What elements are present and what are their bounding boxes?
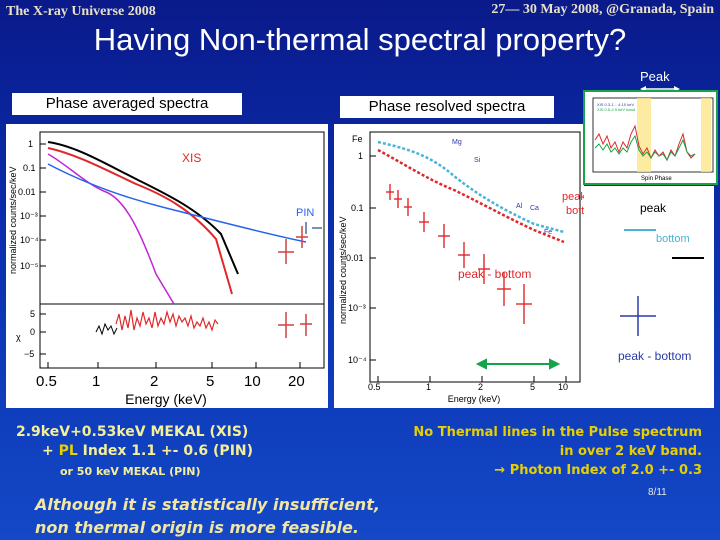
legend-peak: peak (562, 191, 584, 203)
conclusion: Although it is statistically insufficien… (35, 493, 380, 539)
left-note-index: Index 1.1 +- 0.6 (PIN) (77, 443, 254, 459)
x-tick-20: 20 (288, 373, 305, 390)
residual-red (115, 309, 219, 332)
conference-name: The X-ray Universe 2008 (6, 4, 156, 19)
residual-black (95, 322, 118, 336)
line-label-ca: Ca (530, 205, 539, 212)
x-tick-5: 5 (206, 373, 214, 390)
resid-tick-5: 5 (30, 309, 35, 319)
line-label-mg: Mg (452, 139, 462, 146)
r-y-tick-0.01: 0.01 (346, 253, 364, 263)
phase-averaged-chart: 1 0.1 0.01 10⁻³ 10⁻⁴ 10⁻⁵ 5 0 −5 0.5 1 2… (8, 131, 325, 407)
y-axis-label: normalized counts/sec/keV (8, 166, 18, 274)
x-tick-0.5: 0.5 (36, 373, 57, 390)
ext-bottom-label: bottom (656, 233, 690, 245)
line-label-al: Al (516, 203, 523, 210)
left-note-prefix: + (42, 443, 59, 459)
xis-red-spectrum (47, 147, 233, 295)
pulse-profile-chart: XIS 0.3-1... 4-10 keV XIS 0.5-4 5 keV ba… (592, 97, 714, 182)
r-x-tick-10: 10 (558, 382, 568, 392)
r-y-tick-1: 1 (358, 151, 363, 161)
inset-x-label: Spin Phase (641, 176, 672, 182)
x-tick-2: 2 (150, 373, 158, 390)
slide-title: Having Non-thermal spectral property? (93, 22, 627, 57)
r-x-tick-0.5: 0.5 (368, 382, 381, 392)
phase-resolved-extension: peak bottom peak - bottom (584, 186, 714, 408)
pin-label: PIN (296, 207, 314, 219)
left-note-pl: PL (58, 443, 78, 459)
resid-tick-0: 0 (30, 327, 35, 337)
pulse-profile-inset: XIS 0.3-1... 4-10 keV XIS 0.5-4 5 keV ba… (583, 90, 718, 185)
extension-chart: peak bottom peak - bottom (618, 201, 704, 363)
y-tick-1: 1 (28, 139, 33, 149)
y-tick-1e-4: 10⁻⁴ (20, 235, 39, 245)
r-y-tick-1e-3: 10⁻³ (348, 303, 366, 313)
left-note-line1: 2.9keV+0.53keV MEKAL (XIS) (16, 424, 249, 440)
line-label-si: Si (474, 157, 481, 164)
r-x-tick-5: 5 (530, 382, 535, 392)
phase-resolved-plot: 1 0.1 0.01 10⁻³ 10⁻⁴ 0.5 1 2 5 10 Energy… (334, 124, 584, 408)
mekal-model (47, 153, 175, 305)
resid-tick-neg5: −5 (24, 349, 34, 359)
peak-spectrum (377, 148, 565, 244)
y-tick-1e-5: 10⁻⁵ (20, 261, 39, 271)
r-y-tick-1e-4: 10⁻⁴ (348, 355, 367, 365)
conclusion-line2: non thermal origin is more feasible. (35, 518, 359, 537)
xis-label: XIS (182, 151, 201, 165)
left-note-line3: or 50 keV MEKAL (PIN) (60, 465, 201, 478)
r-y-tick-0.1: 0.1 (351, 203, 364, 213)
peak-tag: Peak (640, 69, 670, 84)
inset-legend-2: XIS 0.5-4 5 keV band (597, 107, 635, 112)
page-number: 8/11 (648, 487, 667, 498)
left-note-line2: + PL Index 1.1 +- 0.6 (PIN) (42, 443, 253, 460)
legend-bottom: bottom (566, 205, 584, 217)
r-y-axis-label: normalized counts/sec/keV (338, 216, 348, 324)
right-note-line1: No Thermal lines in the Pulse spectrum (413, 425, 702, 440)
y-tick-0.1: 0.1 (23, 163, 36, 173)
y-tick-0.01: 0.01 (18, 187, 36, 197)
band-arrow (475, 358, 561, 370)
pl-model (47, 163, 307, 243)
phase-averaged-label: Phase averaged spectra (12, 93, 242, 115)
bottom-spectrum (377, 140, 565, 234)
x-axis-label: Energy (keV) (125, 391, 207, 407)
inset-legend-1: XIS 0.3-1... 4-10 keV (597, 102, 634, 107)
line-label-fe-bottom: Fe (544, 229, 552, 236)
line-label-fe-top: Fe (352, 134, 363, 144)
legend-diff: peak - bottom (458, 267, 531, 281)
r-x-tick-2: 2 (478, 382, 483, 392)
r-x-tick-1: 1 (426, 382, 431, 392)
r-x-axis-label: Energy (keV) (448, 394, 501, 404)
right-note-line3: → Photon Index of 2.0 +- 0.3 (494, 463, 702, 478)
ext-diff-label: peak - bottom (618, 349, 691, 363)
xis-black-spectrum (47, 141, 239, 275)
y-tick-1e-3: 10⁻³ (20, 211, 38, 221)
conference-dates: 27— 30 May 2008, @Granada, Spain (491, 2, 714, 17)
conclusion-line1: Although it is statistically insufficien… (35, 495, 380, 514)
x-tick-1: 1 (92, 373, 100, 390)
ext-peak-label: peak (640, 201, 667, 215)
resid-axis-label: χ (16, 332, 21, 342)
right-note-line2: in over 2 keV band. (559, 444, 702, 459)
phase-averaged-plot: 1 0.1 0.01 10⁻³ 10⁻⁴ 10⁻⁵ 5 0 −5 0.5 1 2… (6, 124, 328, 408)
x-tick-10: 10 (244, 373, 261, 390)
phase-resolved-chart: 1 0.1 0.01 10⁻³ 10⁻⁴ 0.5 1 2 5 10 Energy… (338, 131, 584, 404)
phase-resolved-label: Phase resolved spectra (340, 96, 554, 118)
